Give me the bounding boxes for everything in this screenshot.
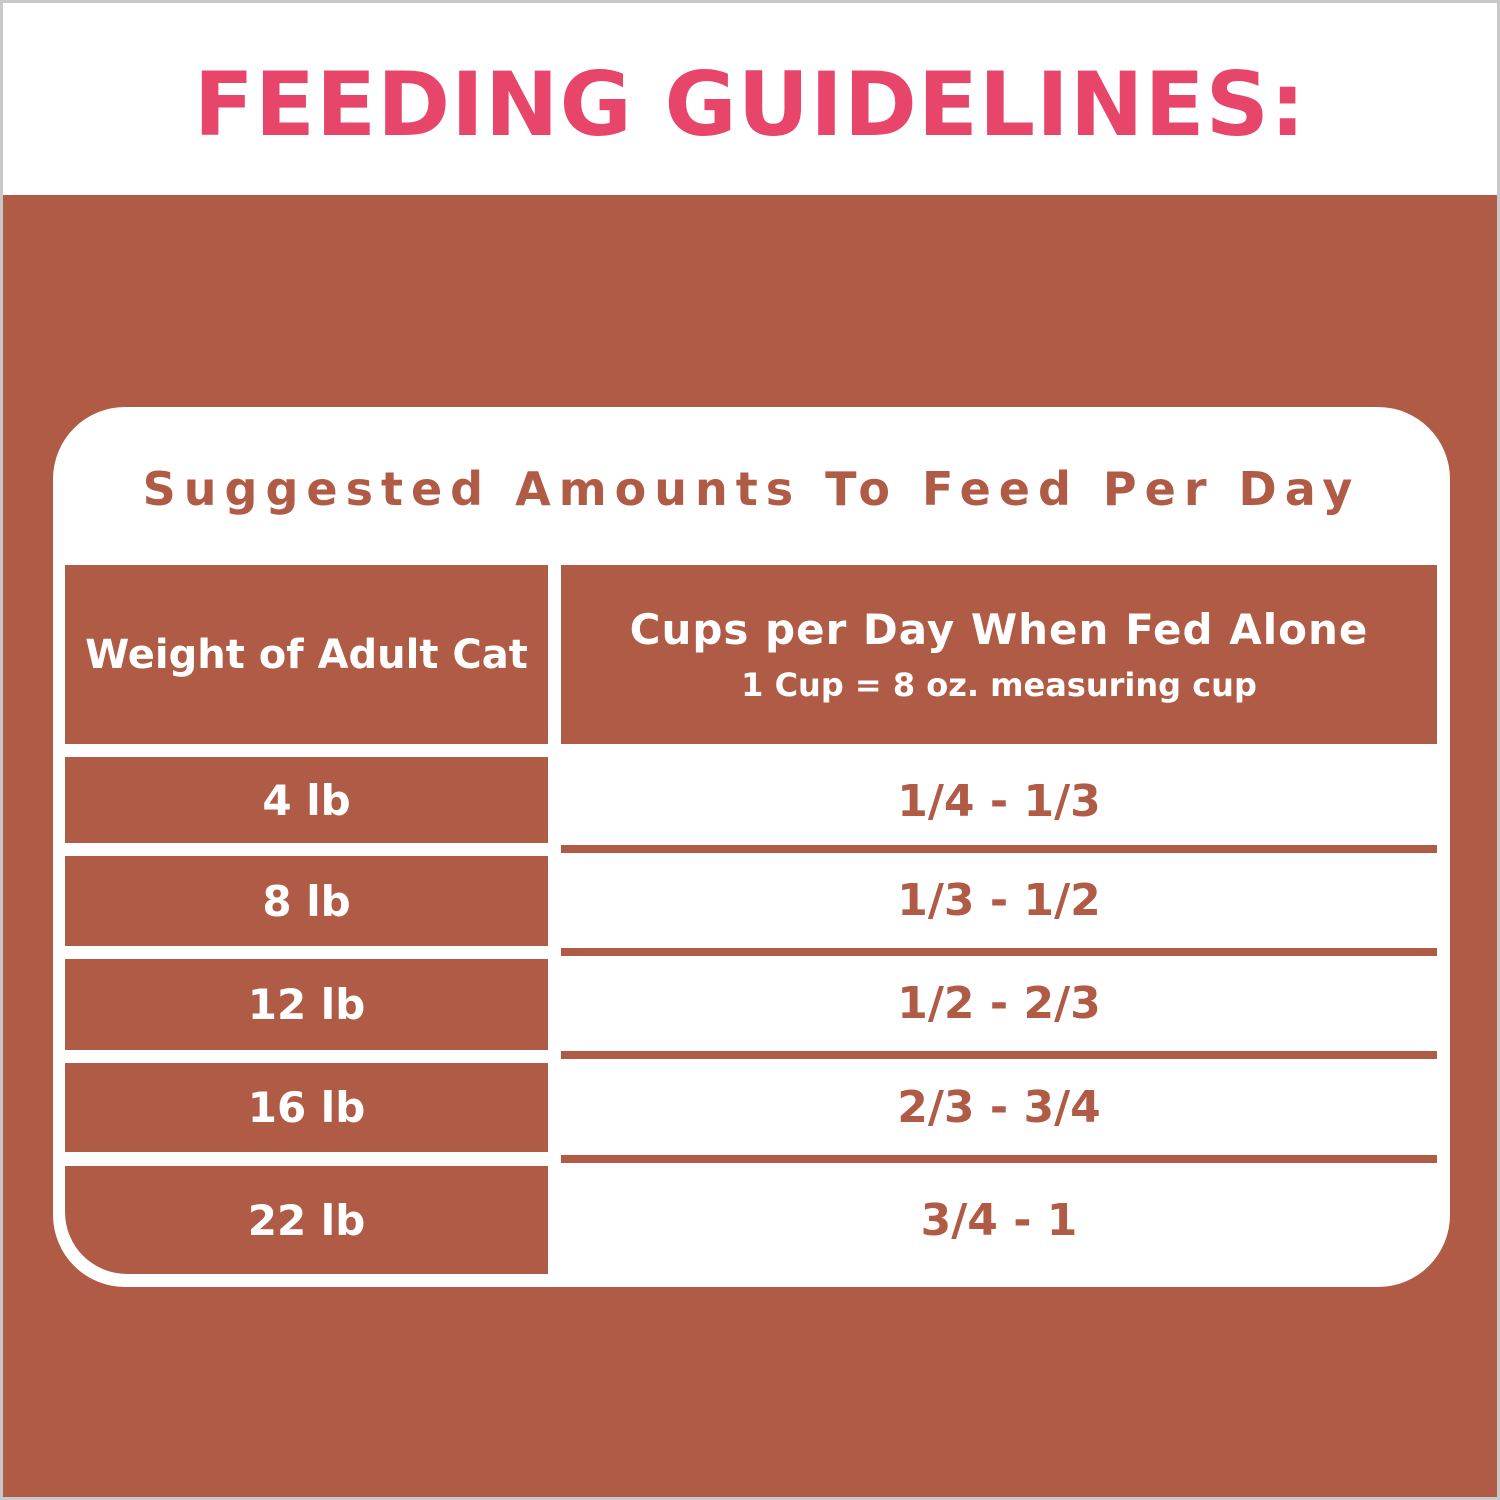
row-divider bbox=[561, 948, 1437, 956]
table-row-weight: 4 lb bbox=[65, 757, 548, 843]
table-row-cups: 1/4 - 1/3 bbox=[897, 775, 1101, 827]
header-cups-note: 1 Cup = 8 oz. measuring cup bbox=[741, 666, 1257, 704]
header-weight-label: Weight of Adult Cat bbox=[85, 631, 528, 678]
card-subtitle: Suggested Amounts To Feed Per Day bbox=[142, 462, 1361, 516]
table-row-weight: 22 lb bbox=[65, 1166, 548, 1274]
table-row-cups: 1/2 - 2/3 bbox=[897, 978, 1101, 1029]
table-row-weight: 12 lb bbox=[65, 959, 548, 1050]
header-weight: Weight of Adult Cat bbox=[65, 565, 548, 744]
table-row-cups: 2/3 - 3/4 bbox=[897, 1081, 1101, 1133]
page-title: FEEDING GUIDELINES: bbox=[193, 53, 1307, 156]
header-cups-label: Cups per Day When Fed Alone bbox=[629, 605, 1369, 654]
header-band: FEEDING GUIDELINES: bbox=[3, 3, 1497, 195]
table-row-weight: 16 lb bbox=[65, 1063, 548, 1152]
row-divider bbox=[561, 1051, 1437, 1059]
table-row-cups: 1/3 - 1/2 bbox=[897, 875, 1101, 926]
table-row-weight: 8 lb bbox=[65, 856, 548, 946]
row-divider bbox=[561, 845, 1437, 853]
row-divider bbox=[561, 1155, 1437, 1163]
header-cups: Cups per Day When Fed Alone 1 Cup = 8 oz… bbox=[561, 565, 1437, 744]
table-row-cups: 3/4 - 1 bbox=[920, 1194, 1078, 1246]
